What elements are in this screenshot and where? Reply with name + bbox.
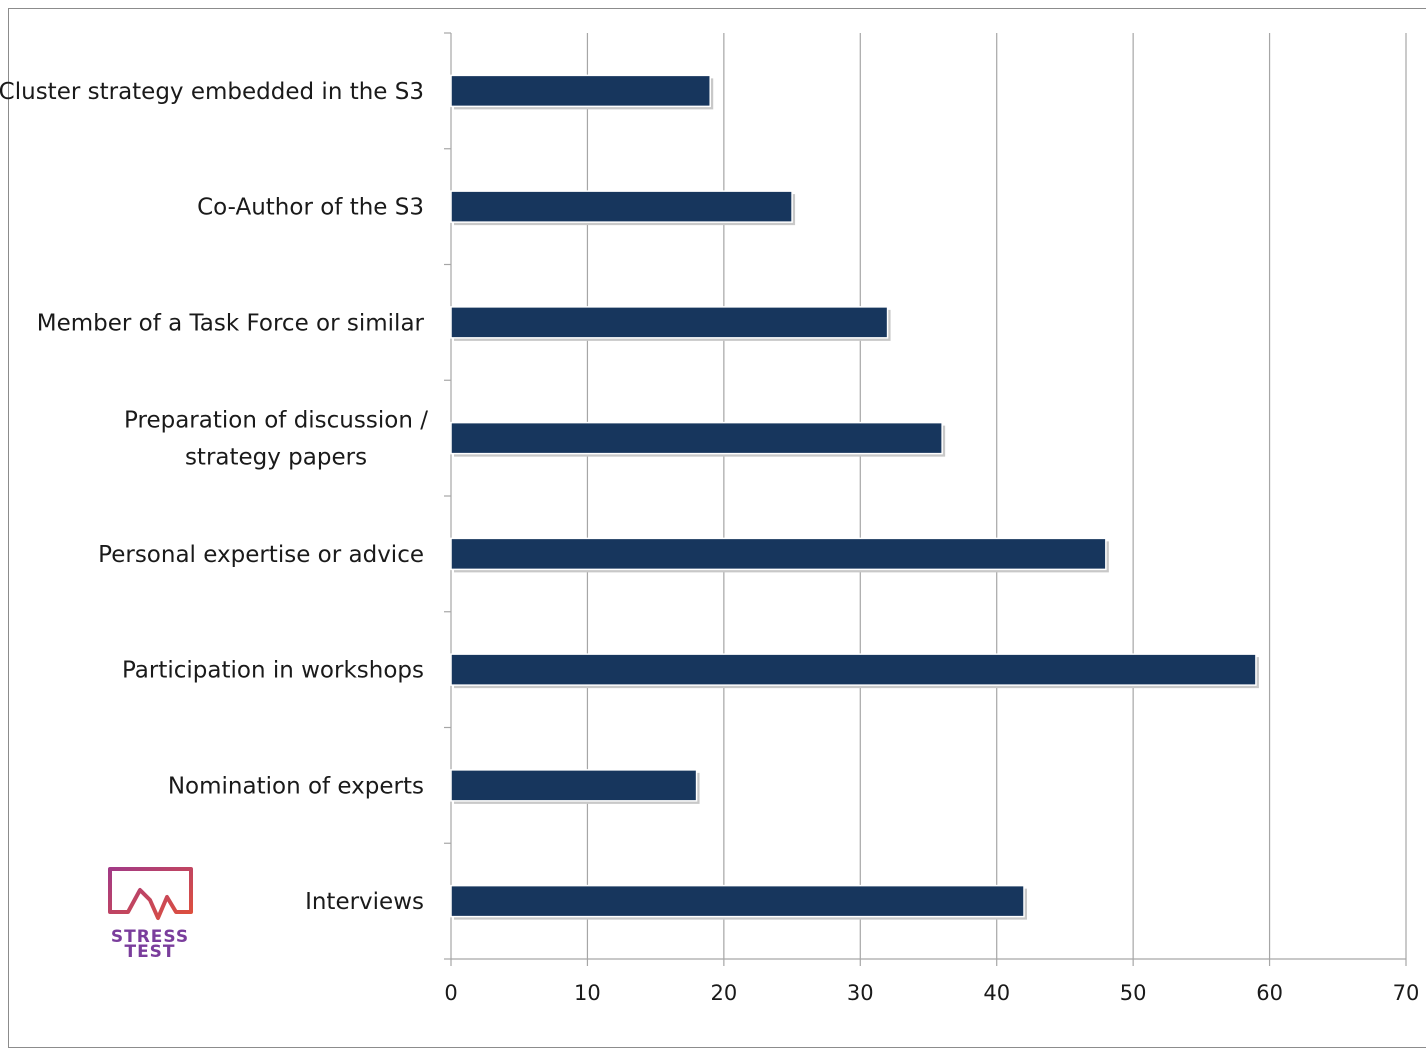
- bar: [450, 653, 1257, 686]
- category-label: Preparation of discussion / strategy pape…: [124, 408, 428, 471]
- bar-chart: Cluster strategy embedded in the S3 Co-Au…: [0, 32, 1419, 1005]
- category-label: Member of a Task Force or similar: [37, 310, 425, 336]
- bar: [450, 190, 793, 223]
- gridlines: [586, 33, 1407, 959]
- category-label-line: strategy papers: [185, 445, 367, 471]
- category-label-line: Interviews: [305, 889, 424, 915]
- logo-text-line2: TEST: [124, 942, 175, 962]
- category-label-line: Participation in workshops: [122, 658, 424, 684]
- category-label-line: Preparation of discussion /: [124, 408, 428, 434]
- x-tick-label: 70: [1393, 981, 1420, 1005]
- category-label: Interviews: [305, 889, 424, 915]
- x-tick-labels: 0 10 20 30 40 50 60 70: [444, 981, 1419, 1005]
- category-label: Cluster strategy embedded in the S3: [0, 79, 424, 105]
- x-tick-label: 60: [1256, 981, 1283, 1005]
- x-tick-label: 40: [983, 981, 1010, 1005]
- chart-frame: [8, 8, 1426, 1048]
- axes: [444, 32, 1407, 966]
- category-label-line: Member of a Task Force or similar: [37, 310, 425, 336]
- category-labels: Cluster strategy embedded in the S3 Co-Au…: [0, 79, 428, 915]
- category-label: Personal expertise or advice: [98, 542, 424, 568]
- bar: [450, 74, 711, 108]
- category-label: Co-Author of the S3: [197, 195, 424, 221]
- category-label-line: Personal expertise or advice: [98, 542, 424, 568]
- bar: [450, 537, 1107, 571]
- bar: [450, 306, 889, 339]
- x-tick-label: 10: [574, 981, 601, 1005]
- x-tick-label: 0: [444, 981, 457, 1005]
- logo-frame-icon: [108, 867, 193, 920]
- x-tick-label: 20: [710, 981, 737, 1005]
- bar: [450, 884, 1025, 918]
- x-tick-label: 30: [847, 981, 874, 1005]
- category-label-line: Co-Author of the S3: [197, 195, 424, 221]
- category-label: Nomination of experts: [168, 773, 424, 799]
- x-tick-label: 50: [1120, 981, 1147, 1005]
- category-label-line: Cluster strategy embedded in the S3: [0, 79, 424, 105]
- category-label: Participation in workshops: [122, 658, 424, 684]
- stress-test-logo: STRESS TEST: [108, 867, 193, 962]
- bar: [450, 769, 698, 802]
- bars: [450, 74, 1259, 920]
- category-label-line: Nomination of experts: [168, 773, 424, 799]
- bar: [450, 421, 943, 455]
- logo-text-line1: STRESS: [111, 927, 189, 947]
